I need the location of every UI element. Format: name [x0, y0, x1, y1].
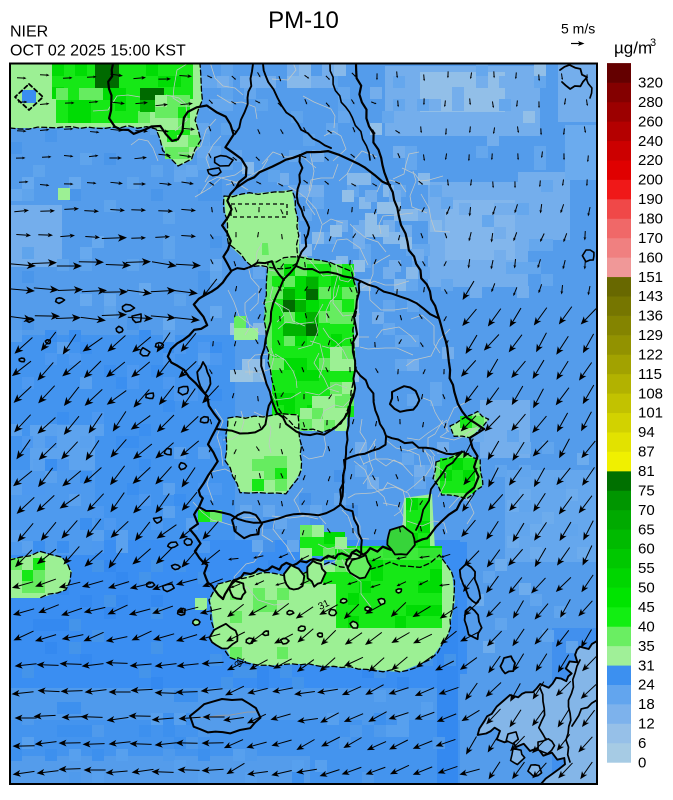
svg-text:18: 18: [638, 696, 655, 713]
svg-text:75: 75: [638, 482, 655, 499]
svg-text:70: 70: [638, 502, 655, 519]
svg-text:65: 65: [638, 521, 655, 538]
svg-text:35: 35: [638, 638, 655, 655]
svg-text:87: 87: [638, 444, 655, 461]
svg-text:45: 45: [638, 599, 655, 616]
svg-text:81: 81: [638, 463, 655, 480]
svg-text:31: 31: [638, 657, 655, 674]
svg-text:55: 55: [638, 560, 655, 577]
svg-text:260: 260: [638, 113, 663, 130]
svg-text:24: 24: [638, 677, 655, 694]
svg-text:180: 180: [638, 211, 663, 228]
svg-text:3: 3: [650, 37, 656, 49]
svg-text:5 m/s: 5 m/s: [561, 21, 595, 37]
svg-text:101: 101: [638, 405, 663, 422]
svg-text:µg/m: µg/m: [614, 39, 652, 58]
svg-text:320: 320: [638, 75, 663, 92]
svg-text:PM-10: PM-10: [268, 7, 339, 34]
svg-text:200: 200: [638, 172, 663, 189]
svg-text:NIER: NIER: [10, 24, 48, 41]
svg-text:60: 60: [638, 541, 655, 558]
svg-text:240: 240: [638, 133, 663, 150]
svg-text:280: 280: [638, 94, 663, 111]
svg-text:151: 151: [638, 269, 663, 286]
svg-text:40: 40: [638, 618, 655, 635]
svg-text:136: 136: [638, 308, 663, 325]
svg-text:OCT 02 2025 15:00 KST: OCT 02 2025 15:00 KST: [10, 43, 186, 60]
svg-text:143: 143: [638, 288, 663, 305]
svg-text:94: 94: [638, 424, 655, 441]
svg-text:129: 129: [638, 327, 663, 344]
svg-text:160: 160: [638, 249, 663, 266]
svg-text:190: 190: [638, 191, 663, 208]
svg-text:12: 12: [638, 716, 655, 733]
svg-text:170: 170: [638, 230, 663, 247]
svg-text:108: 108: [638, 385, 663, 402]
svg-text:50: 50: [638, 580, 655, 597]
svg-text:115: 115: [638, 366, 662, 383]
svg-text:0: 0: [638, 754, 646, 771]
svg-text:122: 122: [638, 347, 663, 364]
svg-text:220: 220: [638, 152, 663, 169]
svg-text:6: 6: [638, 735, 646, 752]
